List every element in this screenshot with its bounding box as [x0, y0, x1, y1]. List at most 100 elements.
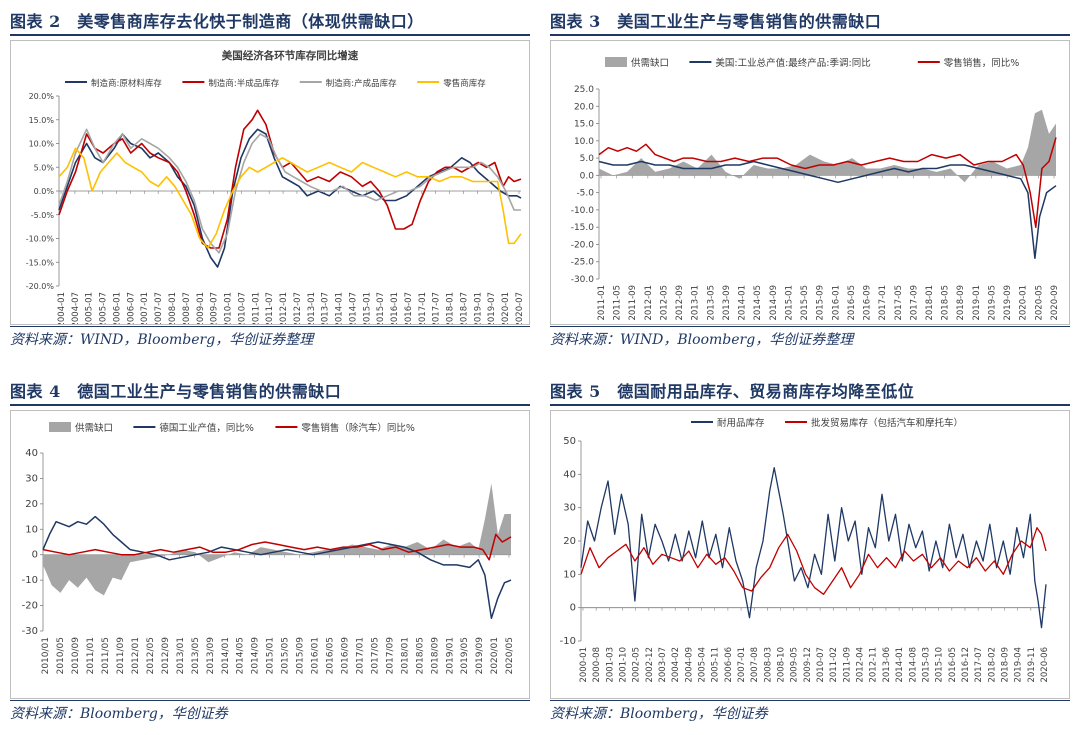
x-tick-label: 2014-01 — [895, 647, 905, 683]
x-tick-label: 2019-01 — [473, 292, 483, 324]
x-tick-label: 2013-09 — [722, 285, 732, 321]
chart-frame: 供需缺口 美国:工业总产值:最终产品:季调:同比 零售销售，同比% 25.0 20.0 1… — [550, 40, 1070, 325]
x-tick-label: 2020-06 — [1040, 647, 1050, 683]
y-tick-label: 40 — [563, 469, 576, 480]
x-tick-label: 2019-11 — [1027, 647, 1037, 683]
source-rule — [10, 326, 530, 327]
x-tick-label: 2012-09 — [675, 285, 685, 321]
x-tick-label: 2016-01 — [390, 292, 400, 324]
chart-us-supply-demand-gap: 供需缺口 美国:工业总产值:最终产品:季调:同比 零售销售，同比% 25.0 20.0 1… — [571, 57, 1060, 321]
x-tick-label: 2015-01 — [362, 292, 372, 324]
x-tick-label: 2005-11 — [711, 647, 721, 683]
y-tick-label: -20 — [22, 601, 38, 612]
x-tick-label: 2011/01 — [86, 637, 96, 674]
title-rule — [550, 404, 1070, 406]
x-tick-label: 2002-12 — [645, 647, 655, 683]
x-tick-label: 2020-05 — [1034, 285, 1044, 321]
x-tick-label: 2014-01 — [738, 285, 748, 321]
legend-label: 供需缺口 — [75, 422, 113, 434]
x-tick-label: 2020-07 — [515, 292, 525, 324]
x-tick-label: 2016-12 — [961, 647, 971, 683]
y-tick-label: 40 — [25, 448, 38, 459]
x-tick-label: 2015-03 — [921, 647, 931, 683]
y-tick-label: 20.0% — [29, 92, 55, 101]
legend-item: 德国工业产值，同比% — [133, 422, 254, 434]
x-tick-label: 2014/05 — [236, 637, 246, 674]
series-line — [580, 467, 1047, 629]
x-tick-label: 2012-07 — [293, 292, 303, 324]
x-tick-label: 2017-01 — [878, 285, 888, 321]
y-tick-label: -25.0 — [571, 258, 595, 268]
x-tick-label: 2018-07 — [459, 292, 469, 324]
chart-title: 美国经济各环节库存同比增速 — [222, 49, 359, 62]
x-tick-label: 2020-01 — [1019, 285, 1029, 321]
y-tick-label: 20 — [563, 536, 576, 547]
y-tick-label: -20.0% — [26, 282, 55, 291]
y-tick-label: -30.0 — [571, 275, 595, 285]
x-tick-label: 2017/05 — [370, 637, 380, 674]
y-tick-label: -5.0 — [576, 189, 594, 199]
source-note: 资料来源：WIND，Bloomberg，华创证券整理 — [550, 332, 854, 348]
source-rule — [550, 700, 1070, 701]
source-note: 资料来源：Bloomberg，华创证券 — [10, 706, 228, 722]
y-tick-label: -10 — [560, 636, 576, 647]
series-line — [58, 109, 522, 249]
y-tick-label: 5.0% — [34, 163, 55, 172]
figure-title: 图表 3 美国工业生产与零售销售的供需缺口 — [550, 12, 882, 31]
x-tick-label: 2012-01 — [644, 285, 654, 321]
series-line — [42, 515, 512, 620]
legend-label: 供需缺口 — [631, 57, 669, 69]
legend-label: 零售销售（除汽车）同比% — [301, 422, 415, 434]
x-tick-label: 2008-03 — [763, 647, 773, 683]
y-tick-label: 0 — [570, 603, 576, 614]
x-tick-label: 2004-01 — [57, 292, 67, 324]
chart-frame: 供需缺口 德国工业产值，同比% 零售销售（除汽车）同比% 40 30 20 10 0 -10 -2… — [10, 410, 530, 699]
x-tick-label: 2020-09 — [1050, 285, 1060, 321]
legend-item: 零售销售，同比% — [917, 57, 1019, 69]
y-tick-label: 10 — [563, 569, 576, 580]
x-tick-label: 2005-01 — [85, 292, 95, 324]
x-tick-label: 2011-09 — [628, 285, 638, 321]
legend-label: 美国:工业总产值:最终产品:季调:同比 — [715, 57, 870, 69]
x-tick-label: 2013/01 — [176, 637, 186, 674]
y-tick-label: -10.0 — [571, 206, 595, 216]
x-tick-label: 2013-05 — [706, 285, 716, 321]
x-tick-label: 2012/05 — [146, 637, 156, 674]
title-rule — [10, 404, 530, 406]
x-tick-label: 2016/09 — [341, 637, 351, 675]
source-rule — [550, 326, 1070, 327]
x-tick-label: 2003-07 — [658, 647, 668, 683]
source-rule — [10, 700, 530, 701]
x-tick-label: 2006-01 — [112, 292, 122, 324]
legend-label: 耐用品库存 — [717, 417, 765, 429]
x-tick-label: 2019-09 — [1003, 285, 1013, 321]
figure-title: 图表 5 德国耐用品库存、贸易商库存均降至低位 — [550, 382, 915, 401]
x-tick-label: 2014/01 — [221, 637, 231, 674]
x-tick-label: 2012-01 — [279, 292, 289, 324]
x-tick-label: 2016/05 — [326, 637, 336, 674]
x-tick-label: 2007-08 — [750, 647, 760, 683]
legend-label: 批发贸易库存（包括汽车和摩托车） — [811, 417, 963, 429]
x-tick-label: 2011-01 — [597, 285, 607, 321]
legend-label: 制造商:半成品库存 — [208, 78, 279, 89]
x-tick-label: 2017-07 — [432, 292, 442, 324]
title-rule — [10, 34, 530, 36]
x-tick-label: 2020/01 — [490, 637, 500, 674]
x-tick-label: 2019/05 — [460, 637, 470, 674]
legend-label: 德国工业产值，同比% — [159, 422, 254, 434]
x-tick-label: 2016-01 — [831, 285, 841, 321]
x-tick-label: 2016-05 — [948, 647, 958, 683]
y-tick-label: -15.0 — [571, 223, 595, 233]
x-tick-label: 2011/09 — [116, 637, 126, 675]
legend-item: 美国:工业总产值:最终产品:季调:同比 — [689, 57, 871, 69]
y-tick-label: 15.0 — [574, 120, 594, 130]
y-tick-label: 20 — [25, 499, 38, 510]
x-tick-label: 2015-09 — [816, 285, 826, 321]
x-tick-label: 2018-09 — [956, 285, 966, 321]
x-tick-label: 2006-07 — [126, 292, 136, 324]
x-tick-label: 2004-07 — [71, 292, 81, 324]
figure-title: 图表 4 德国工业生产与零售销售的供需缺口 — [10, 382, 342, 401]
x-tick-label: 2018-01 — [446, 292, 456, 324]
x-tick-label: 2012-11 — [869, 647, 879, 683]
x-tick-label: 2018/09 — [430, 637, 440, 675]
